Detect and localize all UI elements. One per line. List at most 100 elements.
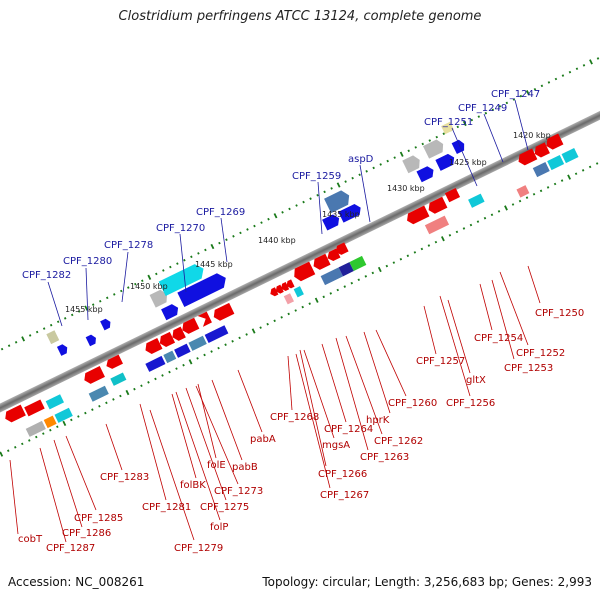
reverse-gene[interactable] — [311, 253, 331, 272]
forward-gene-label: aspD — [348, 154, 374, 165]
major-tick — [125, 389, 130, 396]
reverse-gene[interactable] — [180, 317, 200, 336]
minor-tick — [518, 199, 522, 203]
minor-tick — [14, 445, 17, 449]
forward-gene[interactable] — [324, 188, 353, 214]
reverse-gene-label: CPF_1262 — [374, 436, 423, 447]
reverse-gene[interactable] — [174, 343, 191, 358]
minor-tick — [470, 118, 474, 122]
reverse-gene[interactable] — [320, 267, 343, 286]
minor-tick — [182, 363, 185, 367]
minor-tick — [483, 216, 487, 220]
minor-tick — [330, 187, 333, 190]
forward-gene[interactable] — [85, 333, 98, 347]
reverse-gene[interactable] — [338, 262, 354, 277]
minor-tick — [554, 77, 558, 81]
reverse-gene[interactable] — [291, 261, 316, 283]
minor-tick — [364, 275, 368, 278]
forward-gene[interactable] — [177, 271, 229, 307]
minor-tick — [217, 346, 220, 350]
minor-tick — [106, 296, 109, 300]
reverse-gene[interactable] — [444, 187, 461, 203]
reverse-gene[interactable] — [426, 196, 448, 216]
minor-tick — [469, 223, 473, 227]
forward-gene[interactable] — [416, 164, 436, 183]
reverse-gene[interactable] — [424, 215, 450, 235]
minor-tick — [28, 334, 32, 337]
reverse-gene[interactable] — [516, 148, 538, 167]
reverse-gene[interactable] — [25, 420, 46, 437]
minor-tick — [553, 182, 557, 186]
forward-gene[interactable] — [441, 121, 455, 135]
minor-tick — [232, 234, 235, 238]
reverse-gene[interactable] — [54, 407, 73, 423]
reverse-gene[interactable] — [188, 335, 207, 351]
reverse-gene[interactable] — [110, 372, 127, 386]
reverse-gene[interactable] — [204, 325, 229, 343]
minor-tick — [133, 387, 136, 391]
forward-gene[interactable] — [0, 366, 1, 387]
reverse-gene[interactable] — [88, 385, 109, 402]
reverse-gene[interactable] — [197, 311, 212, 327]
minor-tick — [112, 398, 115, 401]
reverse-gene[interactable] — [293, 286, 304, 298]
reverse-gene[interactable] — [516, 185, 530, 198]
reverse-gene[interactable] — [145, 355, 166, 372]
forward-gene[interactable] — [451, 138, 467, 155]
reverse-gene[interactable] — [45, 394, 65, 410]
scale-label: 1435 kbp — [322, 210, 360, 219]
reverse-gene-label: CPF_1260 — [388, 398, 437, 409]
reverse-gene[interactable] — [143, 337, 163, 356]
reverse-gene[interactable] — [157, 331, 176, 349]
reverse-gene[interactable] — [561, 148, 579, 164]
reverse-gene[interactable] — [170, 326, 186, 343]
minor-tick — [532, 192, 536, 196]
reverse-gene[interactable] — [269, 287, 279, 297]
reverse-gene[interactable] — [82, 366, 105, 386]
reverse-gene[interactable] — [3, 404, 26, 425]
forward-gene[interactable] — [338, 202, 363, 223]
minor-tick — [259, 326, 262, 329]
reverse-gene[interactable] — [24, 399, 45, 417]
reverse-gene[interactable] — [211, 302, 235, 323]
major-tick — [314, 297, 319, 303]
reverse-gene[interactable] — [468, 193, 485, 208]
reverse-gene[interactable] — [279, 282, 290, 292]
minor-tick — [498, 105, 502, 108]
reverse-gene[interactable] — [43, 415, 57, 429]
forward-gene[interactable] — [158, 261, 207, 297]
forward-gene[interactable] — [46, 330, 60, 345]
forward-gene[interactable] — [56, 343, 69, 356]
forward-gene[interactable] — [100, 317, 112, 331]
reverse-gene[interactable] — [547, 155, 565, 171]
reverse-gene[interactable] — [283, 293, 294, 305]
reverse-gene-label: CPF_1286 — [62, 528, 111, 539]
reverse-gene[interactable] — [333, 242, 349, 256]
minor-tick — [246, 228, 249, 231]
minor-tick — [511, 203, 515, 206]
minor-tick — [56, 425, 59, 429]
reverse-gene[interactable] — [274, 284, 284, 295]
forward-gene[interactable] — [161, 302, 181, 321]
reverse-gene[interactable] — [544, 133, 564, 152]
minor-tick — [413, 251, 417, 254]
minor-tick — [239, 231, 242, 235]
forward-gene[interactable] — [322, 213, 342, 231]
forward-gene-features — [0, 121, 467, 387]
reverse-gene[interactable] — [349, 255, 367, 272]
minor-tick — [322, 295, 325, 299]
reverse-gene[interactable] — [285, 279, 295, 289]
reverse-gene[interactable] — [532, 142, 550, 159]
minor-tick — [344, 180, 347, 183]
forward-gene[interactable] — [422, 138, 446, 159]
reverse-gene[interactable] — [532, 162, 550, 178]
reverse-gene[interactable] — [404, 205, 430, 226]
reverse-gene[interactable] — [104, 354, 123, 371]
forward-gene-label: CPF_1269 — [196, 207, 245, 218]
reverse-gene-label: CPF_1256 — [446, 398, 495, 409]
forward-gene[interactable] — [402, 154, 423, 174]
forward-gene[interactable] — [435, 152, 456, 171]
minor-tick — [540, 84, 544, 88]
forward-gene[interactable] — [149, 288, 171, 308]
reverse-gene[interactable] — [163, 350, 177, 364]
